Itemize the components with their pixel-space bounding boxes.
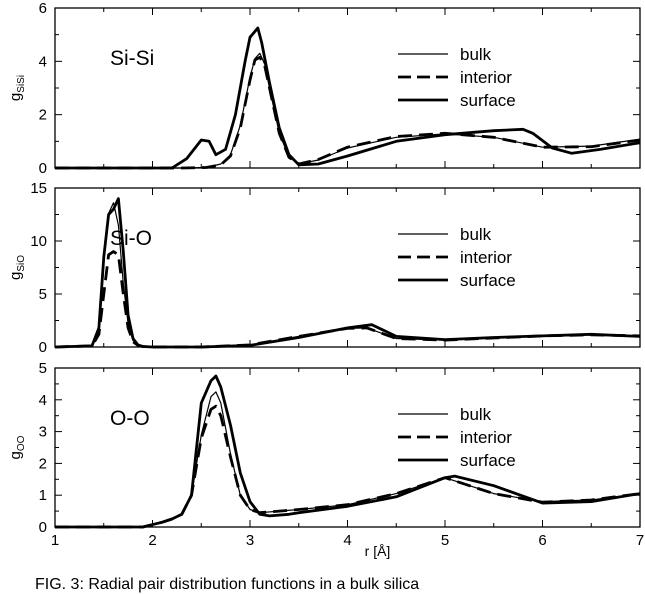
y-tick-label: 0	[39, 339, 47, 356]
y-tick-label: 6	[39, 0, 47, 17]
y-axis-label-sub: SiSi	[16, 75, 27, 93]
y-tick-label: 5	[39, 286, 47, 303]
series-line-surface	[55, 26, 641, 170]
x-tick-label: 1	[51, 532, 59, 549]
y-tick-label: 10	[30, 233, 47, 250]
series-line-surface	[55, 374, 641, 529]
legend-label: bulk	[460, 225, 492, 244]
legend-label: surface	[460, 271, 516, 290]
series-line-bulk	[55, 52, 641, 169]
series-line-surface	[54, 197, 641, 349]
series-line-bulk	[54, 202, 641, 348]
y-tick-label: 0	[39, 519, 47, 536]
x-axis-label: r [Å]	[365, 543, 391, 559]
y-axis-label: gSiO	[7, 255, 27, 280]
y-axis-label-main: g	[7, 93, 24, 101]
y-axis-label-main: g	[7, 272, 24, 280]
x-tick-label: 4	[343, 532, 351, 549]
legend-label: interior	[460, 68, 512, 87]
y-axis-label-text: gSiSi	[7, 75, 27, 101]
x-tick-label: 7	[636, 532, 644, 549]
y-tick-label: 0	[39, 160, 47, 177]
legend-label: interior	[460, 248, 512, 267]
y-axis-label-text: gSiO	[7, 255, 27, 280]
y-axis-label: gSiSi	[7, 75, 27, 101]
y-axis-label-main: g	[7, 451, 24, 459]
x-tick-label: 5	[441, 532, 449, 549]
y-axis-label-text: gOO	[7, 435, 27, 459]
series-line-interior	[55, 404, 641, 529]
y-tick-label: 5	[39, 360, 47, 377]
legend-label: bulk	[460, 405, 492, 424]
plot-frame	[54, 7, 641, 169]
panel-label: Si-Si	[110, 47, 154, 70]
legend-label: interior	[460, 428, 512, 447]
x-tick-label: 6	[538, 532, 546, 549]
y-tick-label: 3	[39, 424, 47, 441]
y-axis-label: gOO	[7, 435, 27, 459]
y-tick-label: 1	[39, 487, 47, 504]
series-line-interior	[54, 250, 641, 349]
y-tick-label: 4	[39, 392, 47, 409]
y-tick-label: 2	[39, 107, 47, 124]
figure-caption: FIG. 3: Radial pair distribution functio…	[35, 576, 419, 593]
y-tick-label: 2	[39, 455, 47, 472]
y-axis-label-sub: SiO	[16, 255, 27, 272]
legend-label: bulk	[460, 45, 492, 64]
x-tick-label: 3	[246, 532, 254, 549]
panel-label: O-O	[110, 407, 150, 430]
legend-label: surface	[460, 451, 516, 470]
series-line-interior	[55, 55, 641, 170]
legend-label: surface	[460, 91, 516, 110]
plot-frame	[54, 187, 641, 348]
y-tick-label: 4	[39, 53, 47, 70]
y-axis-label-sub: OO	[16, 435, 27, 451]
panel-label: Si-O	[110, 227, 152, 250]
x-tick-label: 2	[148, 532, 156, 549]
y-tick-label: 15	[30, 180, 47, 197]
